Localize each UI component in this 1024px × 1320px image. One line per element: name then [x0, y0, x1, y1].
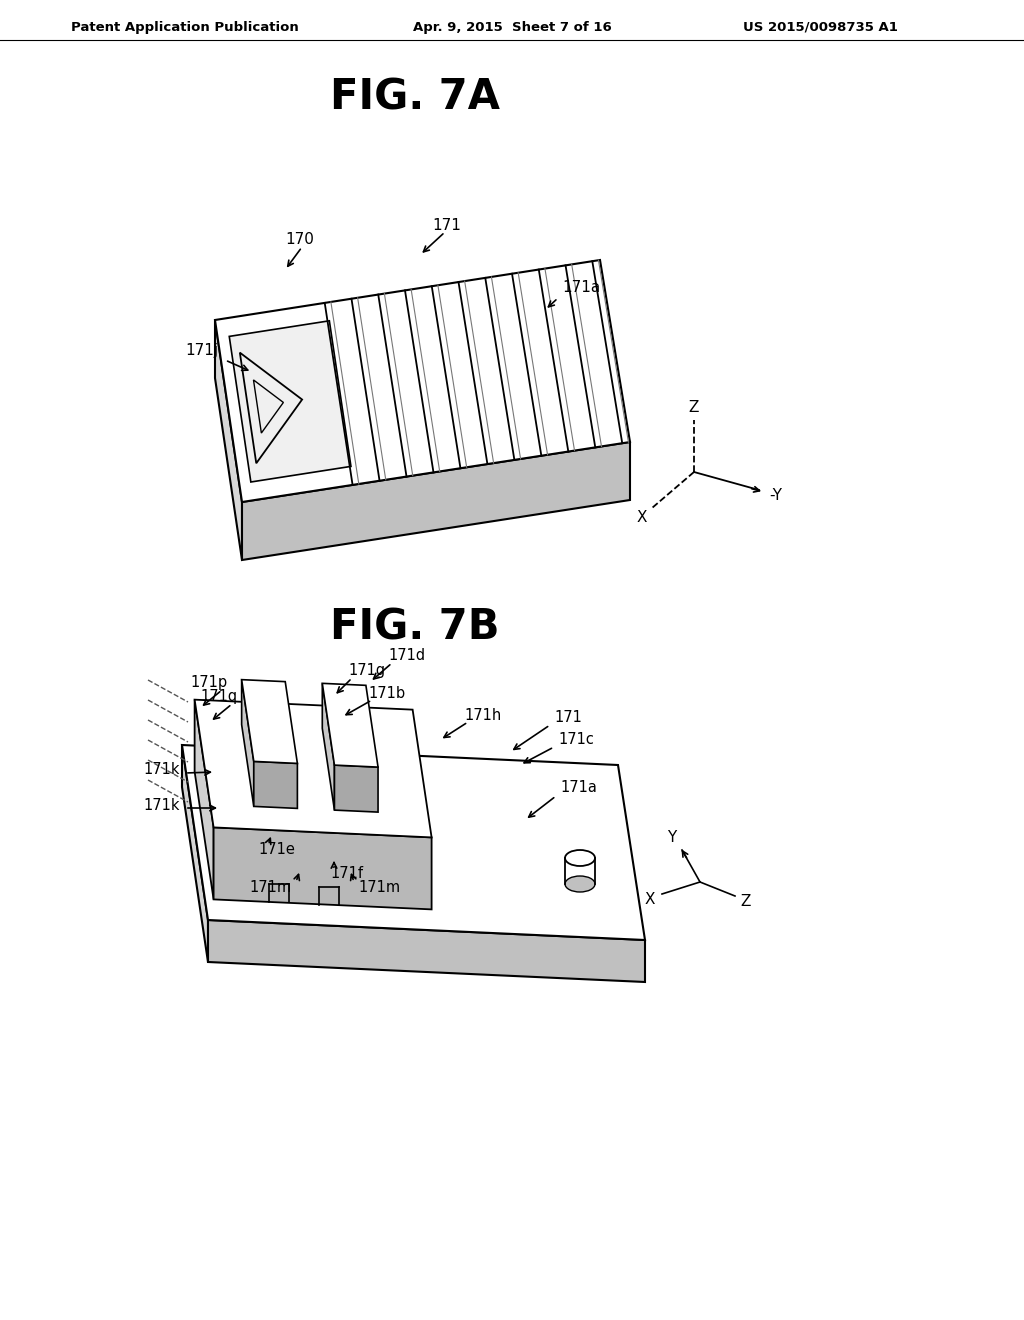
Text: 171k: 171k	[143, 797, 180, 813]
Ellipse shape	[565, 850, 595, 866]
Text: Patent Application Publication: Patent Application Publication	[71, 21, 299, 33]
Text: 171a: 171a	[562, 280, 600, 294]
Text: 171d: 171d	[388, 648, 425, 664]
Text: US 2015/0098735 A1: US 2015/0098735 A1	[742, 21, 897, 33]
Text: Apr. 9, 2015  Sheet 7 of 16: Apr. 9, 2015 Sheet 7 of 16	[413, 21, 611, 33]
Polygon shape	[242, 442, 630, 560]
Text: 171f: 171f	[330, 866, 362, 880]
Text: -Y: -Y	[769, 488, 782, 503]
Polygon shape	[215, 319, 242, 560]
Text: 171q: 171q	[201, 689, 238, 705]
Polygon shape	[208, 920, 645, 982]
Text: Z: Z	[740, 895, 752, 909]
Polygon shape	[323, 684, 378, 767]
Text: FIG. 7B: FIG. 7B	[331, 607, 500, 649]
Polygon shape	[195, 700, 214, 899]
Text: 171p: 171p	[190, 676, 228, 690]
Text: 171m: 171m	[250, 880, 292, 895]
Text: 171m: 171m	[358, 880, 400, 895]
Polygon shape	[242, 680, 297, 763]
Text: X: X	[645, 892, 655, 908]
Text: 171j: 171j	[185, 342, 218, 358]
Polygon shape	[254, 762, 297, 808]
Text: 171: 171	[432, 218, 461, 232]
Polygon shape	[215, 260, 630, 502]
Text: 171e: 171e	[258, 842, 295, 858]
Polygon shape	[242, 680, 254, 807]
Text: 170: 170	[285, 232, 314, 248]
Text: 171: 171	[554, 710, 582, 726]
Text: X: X	[637, 511, 647, 525]
Text: 171k: 171k	[143, 763, 180, 777]
Polygon shape	[229, 321, 351, 482]
Text: 171b: 171b	[368, 685, 406, 701]
Text: Y: Y	[668, 829, 677, 845]
Ellipse shape	[565, 876, 595, 892]
Polygon shape	[214, 828, 431, 909]
Text: Z: Z	[689, 400, 699, 416]
Text: 171c: 171c	[558, 733, 594, 747]
Text: 171h: 171h	[464, 708, 502, 722]
Text: 171g: 171g	[348, 664, 385, 678]
Polygon shape	[323, 684, 335, 810]
Polygon shape	[182, 744, 645, 940]
Polygon shape	[335, 766, 378, 812]
Polygon shape	[195, 700, 431, 837]
Polygon shape	[182, 744, 208, 962]
Text: 171a: 171a	[560, 780, 597, 795]
Text: FIG. 7A: FIG. 7A	[330, 77, 500, 119]
